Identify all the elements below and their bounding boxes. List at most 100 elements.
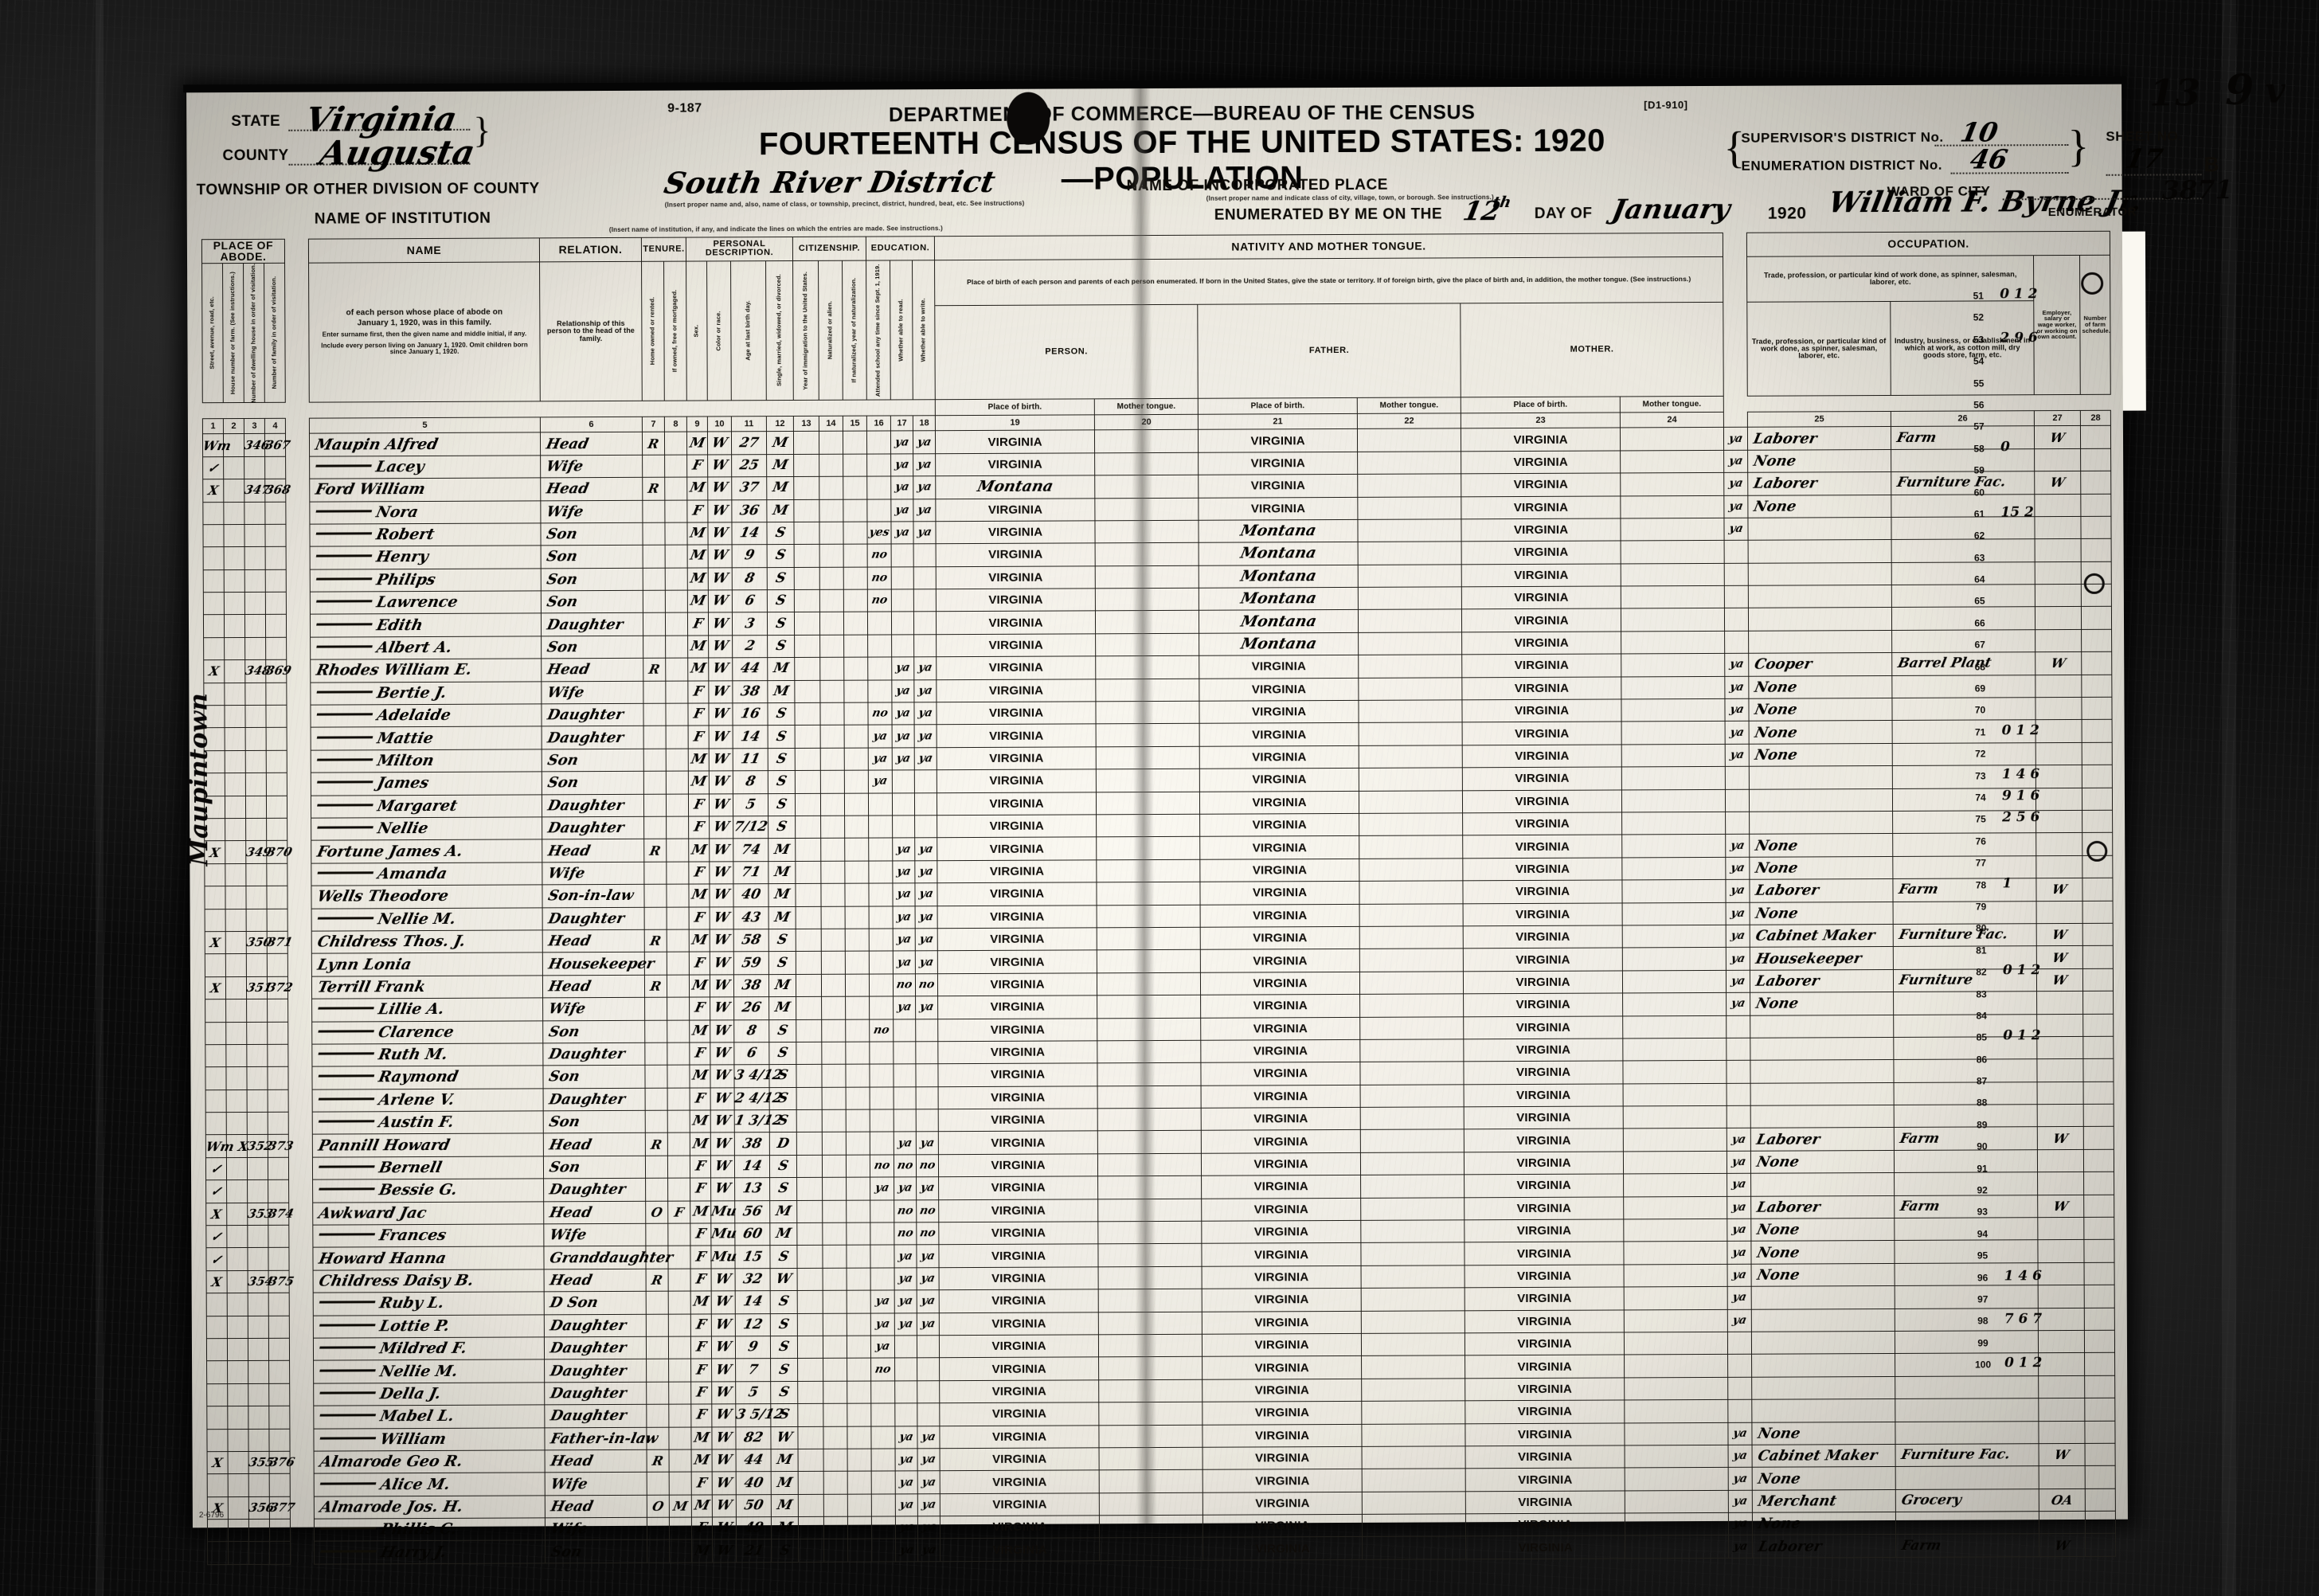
cell-speak-english: ya [1724, 675, 1750, 699]
cell-person-birthplace: VIRGINIA [938, 1131, 1098, 1155]
cell-relation-value: Son [547, 1068, 581, 1086]
cell-relation: Head [540, 477, 643, 501]
cell-father-birthplace: VIRGINIA [1198, 452, 1358, 475]
cell-father-mother-tongue [1359, 722, 1463, 746]
ditto-dash [319, 1368, 376, 1371]
line-number: 61 [1973, 508, 1985, 520]
cell-home-owned-value: R [649, 1136, 664, 1152]
line-number: 98 [1977, 1315, 1989, 1327]
cell-relation: Son [542, 749, 644, 773]
cell-occupation-trade [1750, 1172, 1895, 1196]
cell-mother-birthplace: VIRGINIA [1462, 789, 1622, 813]
cell-marital-status-value: S [775, 751, 788, 768]
cell-name: Nellie M. [313, 1359, 545, 1383]
line-number: 62 [1973, 530, 1985, 542]
cell-attended-school [870, 1403, 895, 1426]
cell-name-value: Lottie P. [311, 1315, 546, 1337]
cell-family-number [268, 1428, 291, 1452]
cell-owned-free [665, 522, 688, 546]
cell-house-number [226, 1112, 248, 1136]
cell-home-owned [645, 1223, 668, 1246]
col-number-25: 25 [1747, 411, 1891, 428]
cell-age-value: 8 [743, 570, 757, 587]
cell-year-immigration [796, 1109, 823, 1132]
cell-year-naturalization [843, 589, 868, 612]
cell-able-write-value: ya [917, 887, 935, 901]
cell-marital-status-value: M [776, 1520, 795, 1536]
cell-sex: F [690, 1087, 711, 1111]
cell-family-number-value: 372 [266, 980, 295, 995]
cell-person-birthplace-value: VIRGINIA [990, 955, 1045, 969]
cell-sex: F [688, 702, 710, 726]
cell-year-naturalization [847, 1312, 871, 1336]
cell-naturalized [821, 1019, 846, 1042]
cell-father-birthplace: Montana [1199, 587, 1359, 611]
cell-person-mother-tongue [1096, 723, 1200, 747]
cell-father-birthplace: VIRGINIA [1201, 1107, 1361, 1131]
cell-speak-english: ya [1726, 969, 1750, 993]
cell-able-write: ya [915, 906, 938, 929]
cell-name-value: Childress Thos. J. [315, 932, 467, 951]
cell-mother-birthplace: VIRGINIA [1461, 676, 1622, 700]
line-number: 84 [1976, 1010, 1987, 1022]
cell-father-birthplace: VIRGINIA [1200, 903, 1360, 928]
cell-person-mother-tongue [1098, 1243, 1203, 1267]
cell-year-immigration [794, 657, 820, 681]
cell-house-number [227, 1316, 248, 1339]
right-margin-row: 74 9 1 6 [1967, 787, 2126, 809]
cell-color-race: W [711, 1359, 736, 1382]
cell-mother-birthplace: VIRGINIA [1463, 880, 1623, 904]
cell-relation: Housekeeper [542, 952, 656, 976]
cell-mother-birthplace-value: VIRGINIA [1517, 1405, 1573, 1419]
line-number: 51 [1973, 290, 1984, 302]
name-column-instructions: of each person whose place of abode on J… [308, 261, 541, 403]
cell-father-birthplace-value: VIRGINIA [1252, 886, 1308, 900]
archive-mark-13: 13 [2149, 71, 2201, 115]
cell-mother-birthplace-value: VIRGINIA [1514, 659, 1570, 673]
cell-owned-free [666, 748, 689, 772]
cell-name: Alice M. [314, 1473, 546, 1496]
right-brace-districts: } [2067, 121, 2090, 172]
cell-able-read [894, 1064, 917, 1087]
line-number: 70 [1974, 704, 1986, 716]
cell-able-write: ya [917, 1493, 941, 1516]
cell-attended-school [868, 815, 893, 839]
cell-sex: M [688, 748, 710, 772]
cell-person-birthplace: VIRGINIA [938, 1221, 1099, 1246]
cell-mother-birthplace-value: VIRGINIA [1514, 591, 1569, 605]
cell-occupation-industry [1895, 1375, 2039, 1399]
cell-marital-status: S [768, 725, 796, 749]
cell-occupation-trade-value: Laborer [1755, 1199, 1822, 1216]
cell-father-birthplace-value: VIRGINIA [1253, 1112, 1308, 1126]
cell-mother-birthplace-value: VIRGINIA [1516, 1201, 1571, 1215]
ditto-dash [317, 916, 374, 919]
cell-year-naturalization [844, 702, 869, 726]
cell-house-number [225, 953, 247, 977]
cell-naturalized [820, 725, 845, 749]
cell-person-birthplace-value: VIRGINIA [989, 886, 1045, 902]
cell-right-spacer [2116, 1534, 2151, 1557]
right-margin-row: 57 [1965, 416, 2125, 438]
cell-age: 40 [736, 1471, 772, 1495]
cell-speak-english: ya [1726, 947, 1750, 971]
coding-mark: 0 1 2 [2001, 722, 2039, 739]
cell-occupation-trade: None [1749, 743, 1893, 767]
cell-family-number [266, 818, 287, 841]
cell-year-immigration [798, 1471, 824, 1495]
cell-home-owned [646, 1381, 669, 1405]
cell-relation: Head [544, 1269, 647, 1293]
cell-relation-value: Son [547, 1159, 582, 1176]
cell-color-race: W [712, 1449, 737, 1473]
cell-person-birthplace: VIRGINIA [936, 588, 1096, 612]
cell-relation-value: Son-in-law [546, 887, 635, 905]
cell-color-race-value: W [712, 909, 731, 926]
cell-family-number [268, 1383, 290, 1406]
line-number: 80 [1975, 922, 1987, 934]
cell-speak-english [1725, 812, 1750, 835]
cell-father-birthplace-value: VIRGINIA [1252, 727, 1307, 742]
cell-person-birthplace-value: Montana [976, 477, 1055, 496]
cell-age: 59 [733, 951, 769, 975]
cell-attended-school: no [867, 589, 892, 612]
cell-sex: M [689, 1019, 710, 1042]
cell-age: 36 [731, 499, 768, 522]
